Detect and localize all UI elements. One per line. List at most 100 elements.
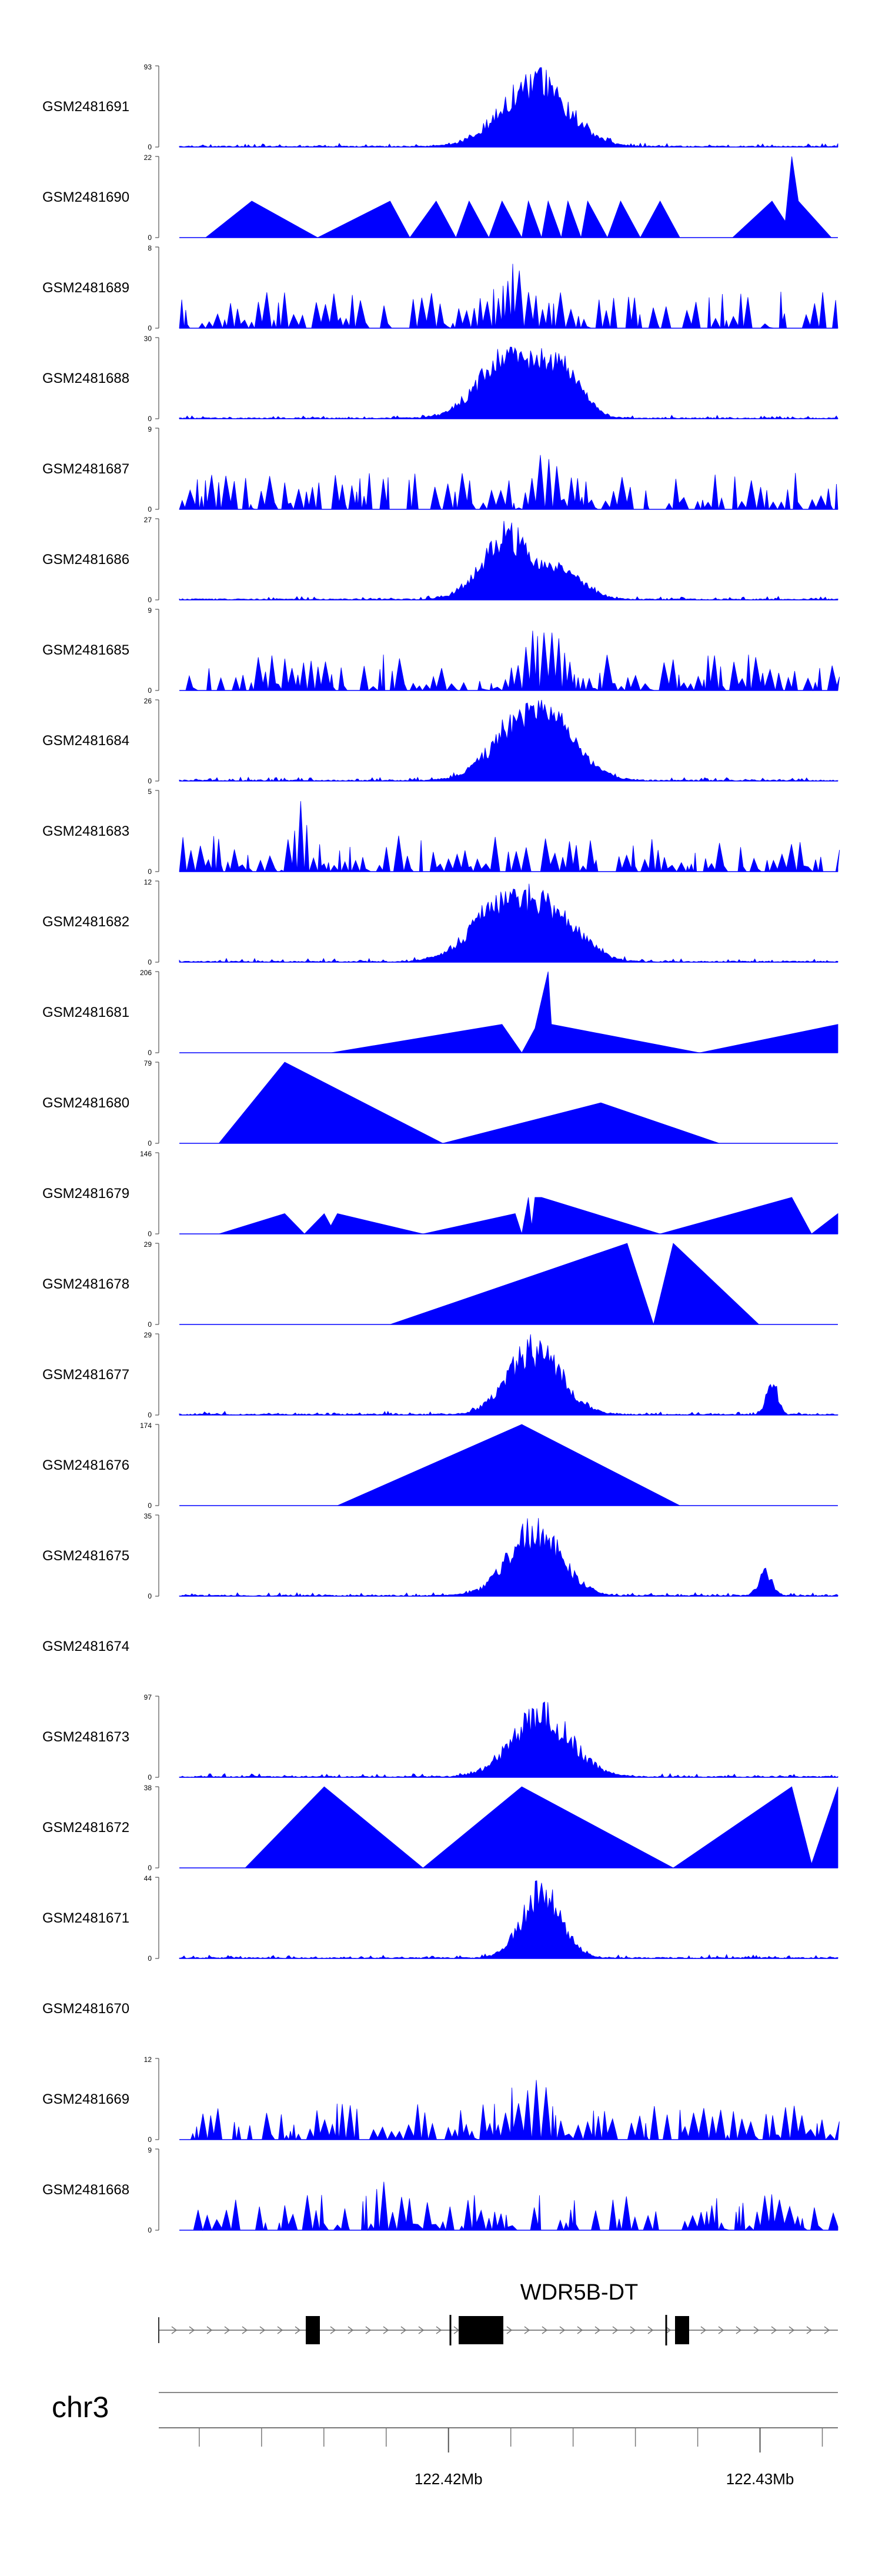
strand-chevron-icon: [824, 2326, 830, 2334]
y-axis-min-label: 0: [148, 2135, 152, 2144]
chromosome-label: chr3: [52, 2391, 109, 2424]
y-axis-max-label: 12: [144, 878, 152, 886]
coverage-area: [179, 1701, 838, 1778]
strand-chevron-icon: [295, 2326, 301, 2334]
strand-chevron-icon: [259, 2326, 266, 2334]
strand-chevron-icon: [330, 2326, 336, 2334]
data-tracks: GSM2481691930GSM2481690220GSM248168980GS…: [42, 63, 840, 2234]
y-axis-min-label: 0: [148, 958, 152, 966]
y-axis-min-label: 0: [148, 596, 152, 604]
y-axis: 35 0: [144, 1512, 159, 1600]
coverage-area: [337, 1424, 680, 1506]
coverage-area: [219, 1197, 838, 1234]
coverage-area: [179, 67, 838, 148]
track-label: GSM2481681: [42, 1005, 129, 1020]
strand-chevron-icon: [665, 2326, 671, 2334]
y-axis: 38 0: [144, 1784, 159, 1872]
strand-chevron-icon: [718, 2326, 724, 2334]
strand-chevron-icon: [806, 2326, 813, 2334]
track-label: GSM2481690: [42, 189, 129, 205]
coverage-area: [179, 1518, 838, 1597]
y-axis-max-label: 206: [140, 969, 152, 977]
track-label: GSM2481687: [42, 461, 129, 477]
track-GSM2481682: GSM2481682 12 0: [42, 878, 838, 966]
coverage-area: [245, 1786, 838, 1868]
coverage-area: [179, 1334, 838, 1416]
strand-chevron-icon: [612, 2326, 619, 2334]
strand-chevron-icon: [559, 2326, 566, 2334]
coverage-area: [179, 883, 838, 963]
strand-chevron-icon: [224, 2326, 230, 2334]
y-axis-max-label: 9: [148, 606, 152, 615]
y-axis-max-label: 26: [144, 697, 152, 705]
coverage-area: [179, 801, 840, 873]
y-axis-max-label: 35: [144, 1512, 152, 1520]
track-GSM2481674: GSM2481674: [42, 1639, 129, 1654]
track-GSM2481690: GSM2481690 22 0: [42, 154, 838, 242]
y-axis: 93 0: [144, 63, 159, 151]
track-GSM2481691: GSM2481691 93 0: [42, 63, 838, 151]
strand-chevron-icon: [189, 2326, 195, 2334]
track-GSM2481680: GSM2481680 79 0: [42, 1059, 838, 1147]
y-axis-max-label: 79: [144, 1059, 152, 1067]
strand-chevron-icon: [383, 2326, 389, 2334]
gene-exon: [675, 2316, 689, 2344]
track-label: GSM2481684: [42, 733, 129, 749]
gene-exon: [459, 2316, 503, 2344]
track-GSM2481670: GSM2481670: [42, 2001, 129, 2017]
coverage-area: [205, 156, 832, 239]
y-axis-min-label: 0: [148, 1954, 152, 1963]
coverage-area: [218, 1062, 720, 1144]
y-axis: 12 0: [144, 2056, 159, 2144]
y-axis-max-label: 9: [148, 2146, 152, 2154]
track-label: GSM2481675: [42, 1548, 129, 1564]
strand-chevron-icon: [171, 2326, 178, 2334]
y-axis-min-label: 0: [148, 867, 152, 876]
y-axis: 26 0: [144, 697, 159, 785]
track-label: GSM2481668: [42, 2182, 129, 2198]
track-label: GSM2481691: [42, 99, 129, 115]
gene-name-label: WDR5B-DT: [520, 2280, 639, 2305]
y-axis-min-label: 0: [148, 143, 152, 151]
coverage-area: [179, 2181, 838, 2231]
track-label: GSM2481682: [42, 914, 129, 930]
strand-chevron-icon: [418, 2326, 425, 2334]
coverage-area: [179, 263, 838, 329]
y-axis-max-label: 44: [144, 1874, 152, 1883]
y-axis: 50: [148, 788, 159, 876]
track-label: GSM2481677: [42, 1367, 129, 1383]
track-GSM2481686: GSM2481686 27 0: [42, 516, 838, 604]
y-axis-min-label: 0: [148, 1411, 152, 1419]
track-GSM2481684: GSM2481684 26 0: [42, 697, 838, 785]
y-axis-max-label: 38: [144, 1784, 152, 1792]
track-GSM2481673: GSM2481673 97 0: [42, 1693, 838, 1781]
axis-tick-label: 122.42Mb: [415, 2470, 483, 2488]
gene-exon: [306, 2316, 320, 2344]
strand-chevron-icon: [206, 2326, 213, 2334]
strand-chevron-icon: [594, 2326, 601, 2334]
axis-tick-label: 122.43Mb: [726, 2470, 794, 2488]
strand-chevron-icon: [577, 2326, 583, 2334]
track-label: GSM2481670: [42, 2001, 129, 2017]
strand-chevron-icon: [242, 2326, 248, 2334]
strand-chevron-icon: [789, 2326, 795, 2334]
y-axis-max-label: 27: [144, 516, 152, 524]
strand-chevron-icon: [736, 2326, 742, 2334]
coverage-area: [179, 520, 838, 600]
strand-chevron-icon: [524, 2326, 530, 2334]
track-GSM2481671: GSM2481671 44 0: [42, 1874, 838, 1963]
coverage-area: [179, 1880, 838, 1959]
strand-chevron-icon: [365, 2326, 372, 2334]
y-axis: 22 0: [144, 154, 159, 242]
track-label: GSM2481685: [42, 642, 129, 658]
coverage-area: [179, 630, 840, 692]
strand-chevron-icon: [436, 2326, 442, 2334]
y-axis-min-label: 0: [148, 777, 152, 785]
track-GSM2481678: GSM2481678 29 0: [42, 1240, 838, 1329]
track-GSM2481688: GSM2481688 30 0: [42, 335, 838, 423]
strand-chevron-icon: [630, 2326, 636, 2334]
y-axis: 146 0: [140, 1150, 159, 1238]
